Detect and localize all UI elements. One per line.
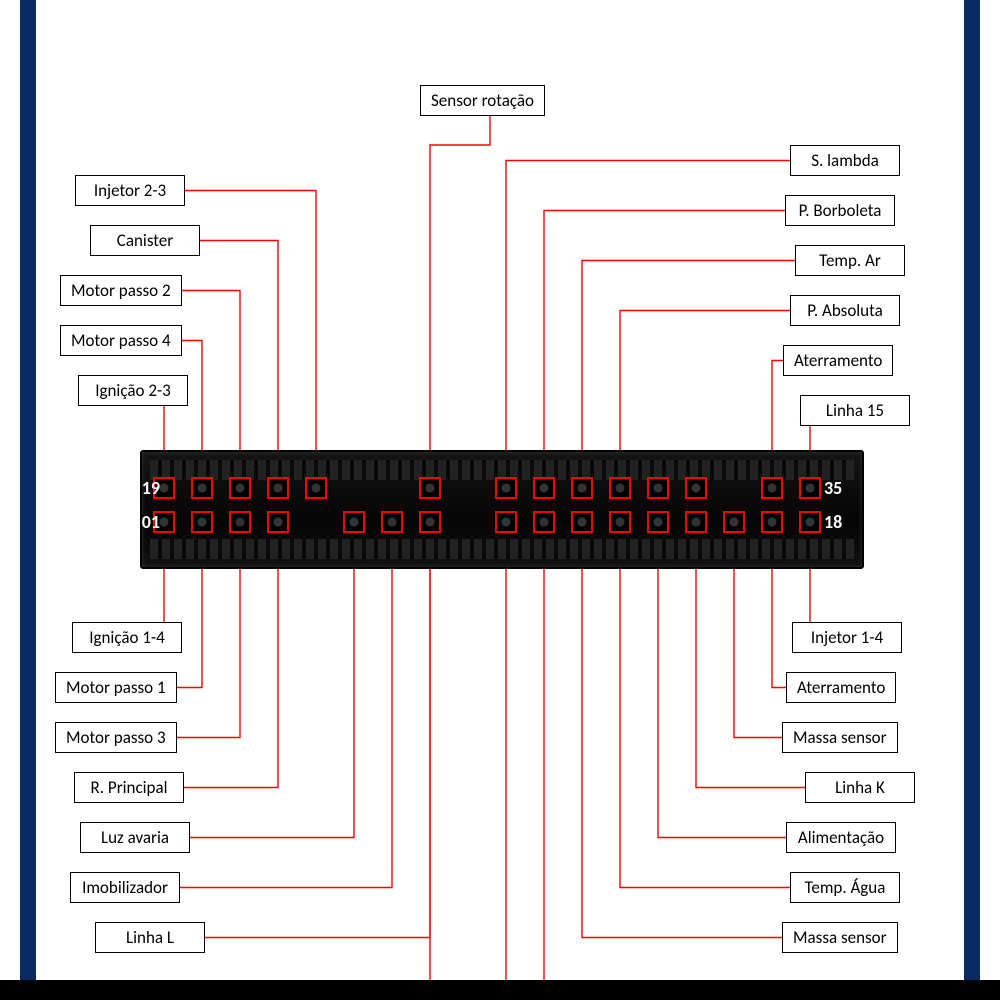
label-labels.top_center.text: Sensor rotação — [420, 85, 545, 116]
pin-bot-col10 — [495, 511, 517, 533]
pin-top-col11 — [533, 477, 555, 499]
label-labels.br.0.text: Injetor 1-4 — [792, 622, 902, 653]
label-labels.br.4.text: Alimentação — [786, 822, 896, 853]
pin-bot-col3 — [229, 511, 251, 533]
pin-top-col2 — [191, 477, 213, 499]
pin-top-col4 — [267, 477, 289, 499]
pin-bot-col14 — [647, 511, 669, 533]
pin-bot-col1 — [153, 511, 175, 533]
label-labels.tr.0.text: S. lambda — [790, 145, 900, 176]
pin-bot-col18 — [799, 511, 821, 533]
label-labels.bl.1.text: Motor passo 1 — [55, 672, 177, 703]
connector-ridge-bottom — [150, 539, 854, 559]
pin-top-col8 — [419, 477, 441, 499]
label-labels.tr.5.text: Linha 15 — [800, 395, 910, 426]
label-labels.br.1.text: Aterramento — [786, 672, 896, 703]
pin-top-col12 — [571, 477, 593, 499]
label-labels.tr.2.text: Temp. Ar — [795, 245, 905, 276]
frame-left-bar — [20, 0, 36, 980]
label-labels.br.3.text: Linha K — [805, 772, 915, 803]
pin-top-col15 — [685, 477, 707, 499]
label-labels.tr.4.text: Aterramento — [783, 345, 893, 376]
pin-bot-col15 — [685, 511, 707, 533]
label-labels.tr.3.text: P. Absoluta — [790, 295, 900, 326]
pin-bot-col13 — [609, 511, 631, 533]
label-labels.br.5.text: Temp. Água — [790, 872, 900, 903]
pin-top-col13 — [609, 477, 631, 499]
label-labels.br.6.text: Massa sensor — [782, 922, 898, 953]
frame-right-bar — [964, 0, 980, 980]
label-labels.bl.0.text: Ignição 1-4 — [72, 622, 182, 653]
pin-top-col5 — [305, 477, 327, 499]
pin-bot-col6 — [343, 511, 365, 533]
label-labels.tr.1.text: P. Borboleta — [785, 195, 895, 226]
pin-bot-col17 — [761, 511, 783, 533]
label-labels.bl.4.text: Luz avaria — [80, 822, 190, 853]
pin-bot-col4 — [267, 511, 289, 533]
connector-body — [140, 450, 864, 569]
pin-top-col14 — [647, 477, 669, 499]
label-labels.bl.5.text: Imobilizador — [70, 872, 180, 903]
frame-bottom-bar — [0, 980, 1000, 1000]
label-labels.tl.0.text: Injetor 2-3 — [75, 175, 185, 206]
pin-bot-col8 — [419, 511, 441, 533]
pin-bot-col7 — [381, 511, 403, 533]
pin-top-col10 — [495, 477, 517, 499]
label-labels.bl.6.text: Linha L — [95, 922, 205, 953]
pin-top-col1 — [153, 477, 175, 499]
pin-top-col3 — [229, 477, 251, 499]
pin-top-col17 — [761, 477, 783, 499]
diagram-stage: 19350118Sensor rotaçãoInjetor 2-3Caniste… — [0, 0, 1000, 1000]
pin-bot-col2 — [191, 511, 213, 533]
label-labels.bl.3.text: R. Principal — [74, 772, 184, 803]
pin-top-col18 — [799, 477, 821, 499]
pin-bot-col16 — [723, 511, 745, 533]
pin-bot-col11 — [533, 511, 555, 533]
label-labels.tl.3.text: Motor passo 4 — [60, 325, 182, 356]
label-labels.bl.2.text: Motor passo 3 — [55, 722, 177, 753]
label-labels.tl.2.text: Motor passo 2 — [60, 275, 182, 306]
pin-bot-col12 — [571, 511, 593, 533]
label-labels.tl.1.text: Canister — [90, 225, 200, 256]
label-labels.tl.4.text: Ignição 2-3 — [78, 375, 188, 406]
label-labels.br.2.text: Massa sensor — [782, 722, 898, 753]
